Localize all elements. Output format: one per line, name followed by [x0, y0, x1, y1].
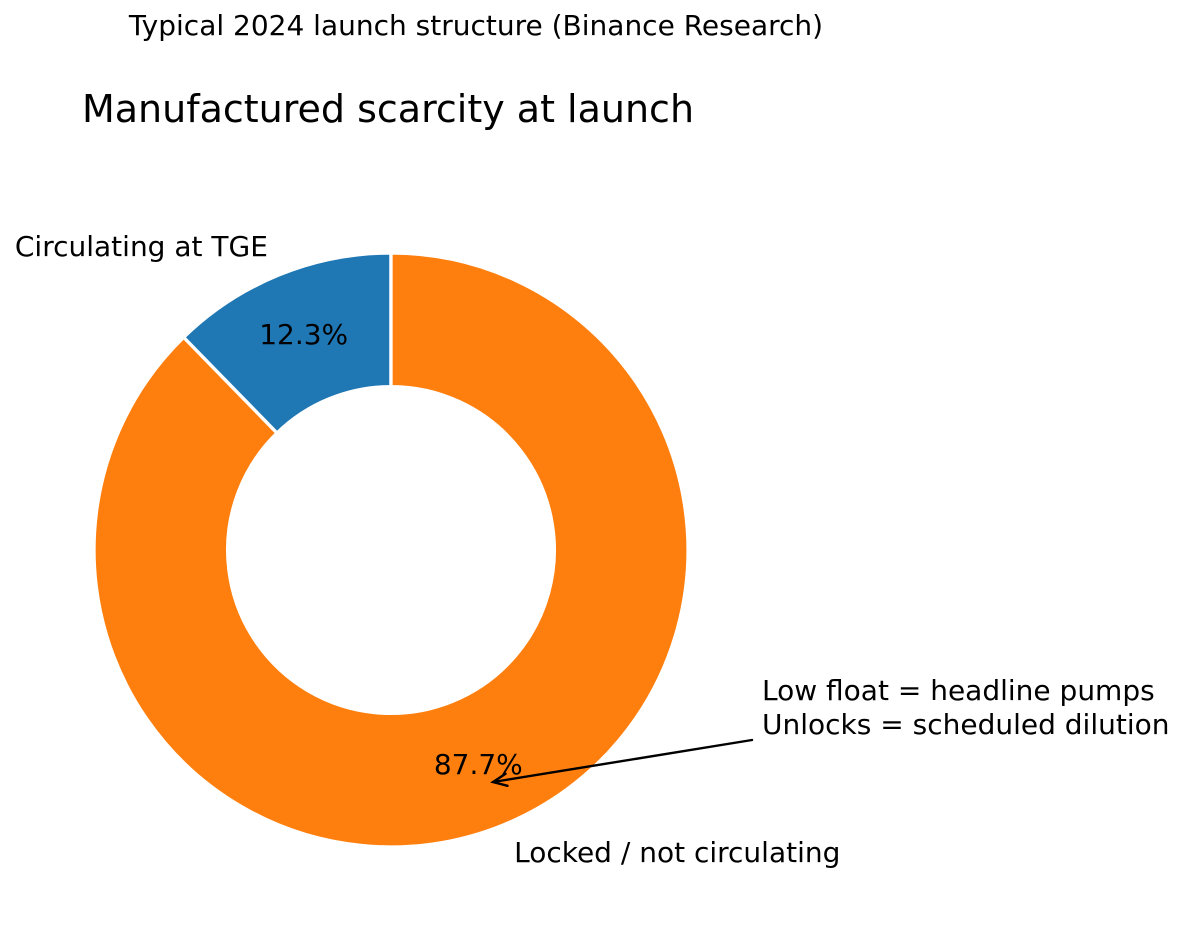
chart-title: Manufactured scarcity at launch [81, 87, 695, 131]
annotation-line-2: Unlocks = scheduled dilution [762, 708, 1170, 741]
annotation: Low float = headline pumps Unlocks = sch… [762, 674, 1169, 742]
annotation-line-1: Low float = headline pumps [762, 674, 1155, 707]
figure-suptitle: Typical 2024 launch structure (Binance R… [128, 9, 824, 42]
slice-label-locked-not-circulating: Locked / not circulating [514, 835, 841, 869]
slice-label-circulating-at-tge: Circulating at TGE [14, 230, 268, 264]
annotation-arrow [490, 738, 754, 788]
pct-label-locked-not-circulating: 87.7% [433, 747, 523, 781]
pct-label-circulating-at-tge: 12.3% [259, 318, 349, 352]
pie-slice-locked-not-circulating [92, 251, 690, 849]
